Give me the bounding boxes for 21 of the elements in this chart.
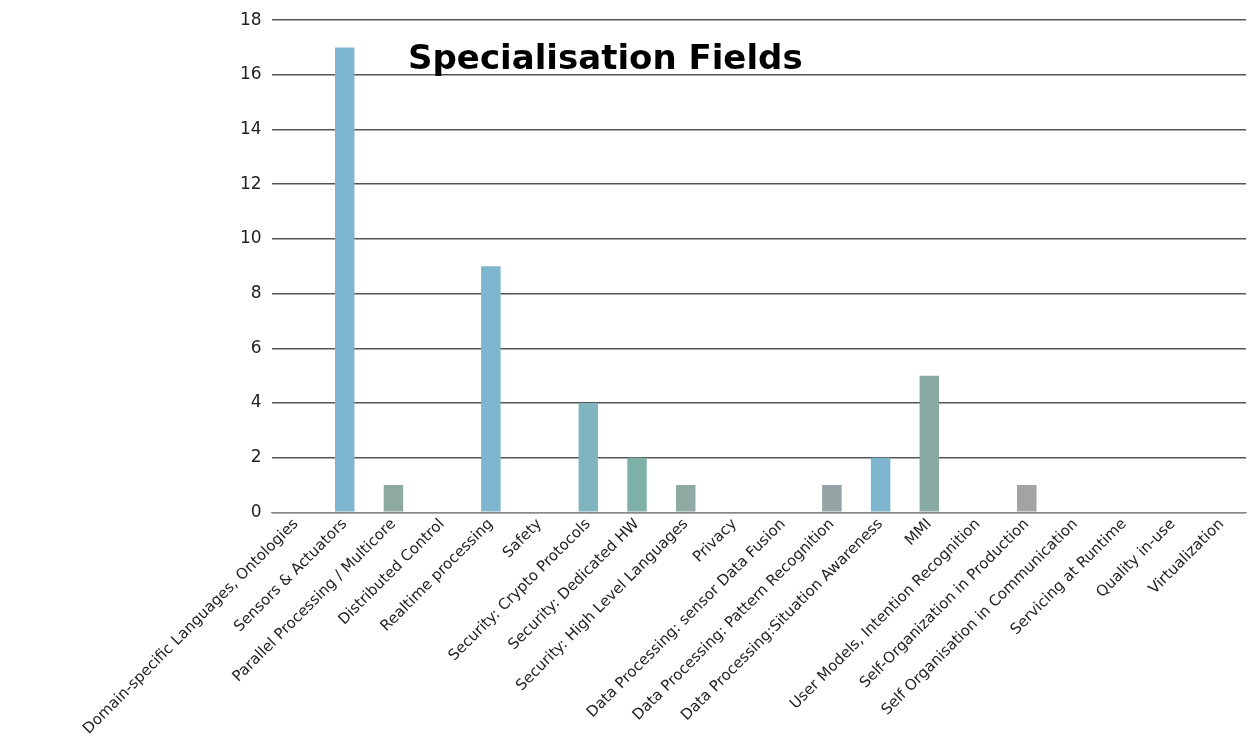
- bar: [481, 266, 501, 512]
- y-tick-label: 12: [239, 172, 262, 193]
- bar: [383, 485, 404, 512]
- y-tick-label: 6: [250, 336, 262, 357]
- y-tick-label: 4: [250, 391, 262, 412]
- bar: [676, 485, 696, 512]
- y-tick-label: 16: [239, 63, 262, 84]
- bar: [578, 402, 599, 512]
- bar: [870, 457, 891, 512]
- bar: [919, 375, 940, 512]
- bar: [1017, 485, 1037, 512]
- bar: [627, 457, 647, 512]
- y-tick-label: 14: [239, 117, 262, 138]
- bar: [822, 485, 842, 512]
- y-tick-label: 2: [250, 446, 262, 467]
- y-tick-label: 10: [239, 227, 262, 248]
- text: Specialisation Fields: [408, 37, 803, 78]
- y-tick-label: 8: [250, 282, 262, 303]
- bar: [334, 47, 355, 512]
- y-tick-label: 0: [250, 500, 262, 521]
- y-tick-label: 18: [239, 8, 262, 29]
